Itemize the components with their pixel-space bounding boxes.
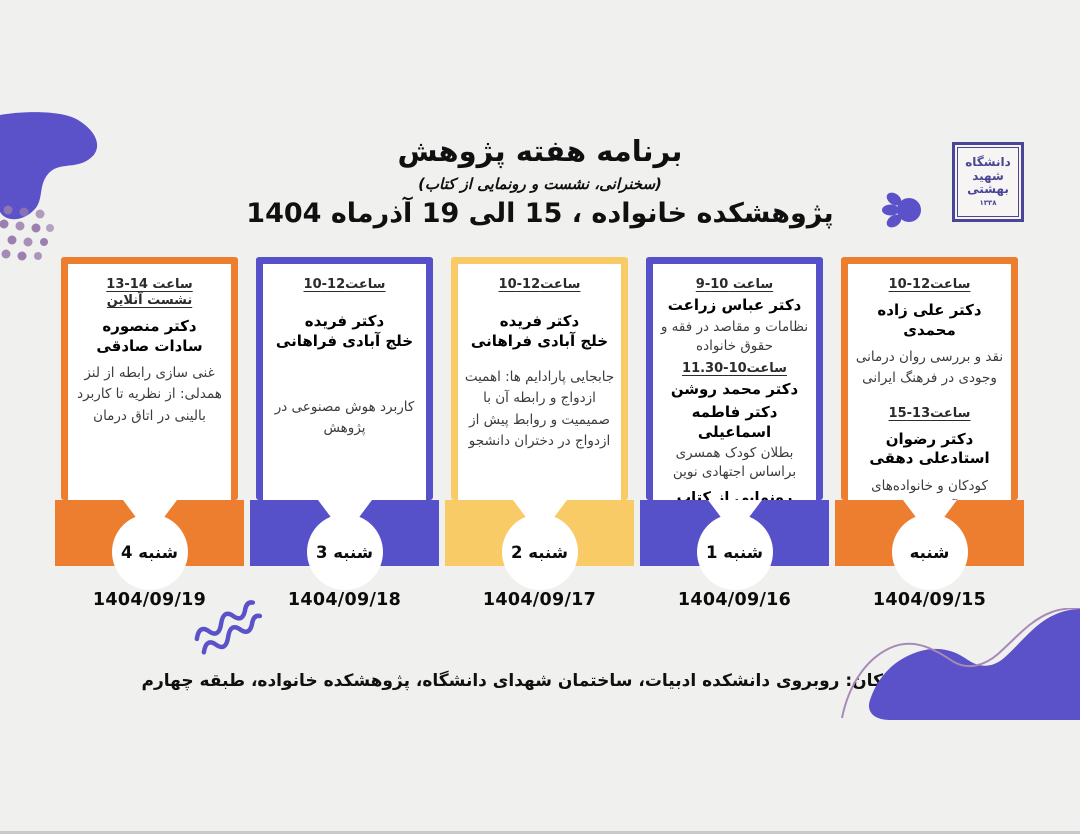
day-card: ساعت 10-9 دکتر عباس زراعت نظامات و مقاصد… <box>646 257 823 500</box>
session: ساعت12-10 دکتر علی زاده محمدی نقد و بررس… <box>854 277 1005 390</box>
session-time: ساعت 14-13 <box>106 277 193 292</box>
day-label: 3 شنبه <box>316 542 373 562</box>
day-bar: 3 شنبه <box>250 500 439 590</box>
session: ساعت12-10 دکتر فریده خلج آبادی فراهانی ک… <box>269 277 420 440</box>
location-text: مکان: روبروی دانشکده ادبیات، ساختمان شهد… <box>141 670 894 691</box>
session: ساعت 10-9 دکتر عباس زراعت نظامات و مقاصد… <box>659 277 810 356</box>
speaker-name: دکتر رضوان استادعلی دهقی <box>869 429 990 468</box>
speaker-name: دکتر عباس زراعت <box>667 296 802 314</box>
session-topic: نظامات و مقاصد در فقه و حقوق خانواده <box>660 318 809 354</box>
session: ساعت 14-13 نشست آنلاین دکتر منصوره سادات… <box>74 277 225 427</box>
day-card: ساعت12-10 دکتر فریده خلج آبادی فراهانی ک… <box>256 257 433 500</box>
day-circle: 2 شنبه <box>501 514 578 590</box>
university-logo: دانشگاه شهید بهشتی ۱۳۳۸ <box>952 142 1024 222</box>
session-topic: کودکان و خانواده‌های آسیب‌پذیر <box>871 477 988 500</box>
session-topic: غنی سازی رابطه از لنز همدلی: از نظریه تا… <box>77 365 222 424</box>
session-time: ساعت 10-9 <box>695 277 774 292</box>
day-label: 1 شنبه <box>706 542 763 562</box>
day-bar: 4 شنبه <box>55 500 244 590</box>
dots-pattern <box>0 205 54 261</box>
speaker-name: دکتر فریده <box>304 312 385 330</box>
day-circle: 1 شنبه <box>696 514 773 590</box>
blob-decoration <box>0 112 98 261</box>
day-label: 4 شنبه <box>121 542 178 562</box>
page-subtitle: (سخنرانی، نشست و رونمایی از کتاب) <box>418 175 662 193</box>
squiggle-decoration <box>194 600 263 655</box>
day-column-sunday: ساعت 10-9 دکتر عباس زراعت نظامات و مقاصد… <box>640 257 829 610</box>
day-column-wednesday: ساعت 14-13 نشست آنلاین دکتر منصوره سادات… <box>55 257 244 610</box>
session-topic: نقد و بررسی روان درمانی وجودی در فرهنگ ا… <box>855 349 1004 387</box>
day-bar: شنبه <box>835 500 1024 590</box>
wavy-line-decoration <box>841 608 1080 719</box>
day-card: ساعت12-10 دکتر علی زاده محمدی نقد و بررس… <box>841 257 1018 500</box>
book-unveiling-note: رونمایی از کتاب <box>676 489 793 500</box>
day-bar: 2 شنبه <box>445 500 634 590</box>
day-date: 1404/09/16 <box>677 590 792 610</box>
speaker-name: دکتر فریده <box>499 312 580 330</box>
day-date: 1404/09/17 <box>482 590 597 610</box>
day-date: 1404/09/15 <box>872 590 987 610</box>
speaker-name: دکتر منصوره <box>102 317 197 335</box>
session-topic: کاربرد هوش مصنوعی در پژوهش <box>274 399 415 437</box>
page-title: برنامه هفته پژوهش <box>397 134 683 168</box>
university-logo-calligraphy: دانشگاه شهید بهشتی ۱۳۳۸ <box>957 147 1019 217</box>
header: برنامه هفته پژوهش (سخنرانی، نشست و رونما… <box>0 134 1080 229</box>
speaker-name: دکتر فاطمه اسماعیلی <box>691 403 778 441</box>
bottom-edge-line <box>0 831 1080 834</box>
speaker-name: خلج آبادی فراهانی <box>275 331 414 350</box>
session-topic: بطلان کودک همسری براساس اجتهادی نوین <box>672 445 797 481</box>
session: ساعت13-15 دکتر رضوان استادعلی دهقی کودکا… <box>854 406 1005 500</box>
session-time: ساعت10-11.30 <box>682 360 787 376</box>
day-circle: 3 شنبه <box>306 514 383 590</box>
session-time: ساعت12-10 <box>888 277 971 292</box>
schedule-row: ساعت12-10 دکتر علی زاده محمدی نقد و بررس… <box>55 257 1024 610</box>
session-format: نشست آنلاین <box>106 293 193 308</box>
day-label: 2 شنبه <box>511 542 568 562</box>
day-circle: شنبه <box>891 514 968 590</box>
session-topic: جابجایی پارادایم ها: اهمیت ازدواج و رابط… <box>464 369 615 449</box>
day-column-tuesday: ساعت12-10 دکتر فریده خلج آبادی فراهانی ک… <box>250 257 439 610</box>
day-card: ساعت12-10 دکتر فریده خلج آبادی فراهانی ج… <box>451 257 628 500</box>
speaker-name: دکتر محمد روشن <box>670 379 799 398</box>
date-range-line: پژوهشکده خانواده ، 15 الی 19 آذرماه 1404 <box>246 198 834 229</box>
day-label: شنبه <box>909 542 950 562</box>
speaker-name: دکتر علی زاده محمدی <box>877 301 982 339</box>
hand-icon <box>882 192 921 228</box>
session-time: ساعت13-15 <box>888 405 971 421</box>
day-card: ساعت 14-13 نشست آنلاین دکتر منصوره سادات… <box>61 257 238 500</box>
day-column-monday: ساعت12-10 دکتر فریده خلج آبادی فراهانی ج… <box>445 257 634 610</box>
day-date: 1404/09/18 <box>287 590 402 610</box>
session: ساعت12-10 دکتر فریده خلج آبادی فراهانی ج… <box>464 277 615 452</box>
wave-decoration <box>841 608 1080 720</box>
speaker-name: سادات صادقی <box>96 336 203 355</box>
session-time: ساعت12-10 <box>498 277 581 292</box>
session: ساعت10-11.30 دکتر محمد روشن دکتر فاطمه ا… <box>659 361 810 483</box>
day-circle: 4 شنبه <box>111 514 188 590</box>
day-date: 1404/09/19 <box>92 590 207 610</box>
day-column-saturday: ساعت12-10 دکتر علی زاده محمدی نقد و بررس… <box>835 257 1024 610</box>
speaker-name: خلج آبادی فراهانی <box>470 331 609 350</box>
session-time: ساعت12-10 <box>303 277 386 292</box>
day-bar: 1 شنبه <box>640 500 829 590</box>
